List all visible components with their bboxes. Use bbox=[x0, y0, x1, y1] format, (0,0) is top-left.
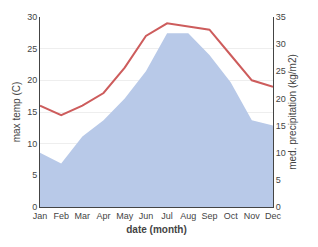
svg-text:Jun: Jun bbox=[139, 211, 154, 221]
svg-text:35: 35 bbox=[276, 12, 286, 22]
svg-text:15: 15 bbox=[27, 107, 37, 117]
svg-text:Mar: Mar bbox=[75, 211, 91, 221]
svg-text:May: May bbox=[116, 211, 134, 221]
svg-text:20: 20 bbox=[27, 75, 37, 85]
svg-text:max temp (C): max temp (C) bbox=[11, 82, 22, 143]
svg-text:Dec: Dec bbox=[265, 211, 282, 221]
svg-text:25: 25 bbox=[276, 66, 286, 76]
svg-text:10: 10 bbox=[27, 139, 37, 149]
svg-text:30: 30 bbox=[276, 39, 286, 49]
svg-text:25: 25 bbox=[27, 44, 37, 54]
svg-text:5: 5 bbox=[276, 175, 281, 185]
svg-text:5: 5 bbox=[32, 170, 37, 180]
svg-text:med. precipitation (kg/m2): med. precipitation (kg/m2) bbox=[287, 54, 298, 170]
svg-text:0: 0 bbox=[276, 202, 281, 212]
svg-text:Oct: Oct bbox=[224, 211, 239, 221]
svg-text:Aug: Aug bbox=[180, 211, 196, 221]
svg-text:Jan: Jan bbox=[33, 211, 48, 221]
svg-text:30: 30 bbox=[27, 12, 37, 22]
svg-text:Apr: Apr bbox=[97, 211, 111, 221]
svg-text:20: 20 bbox=[276, 94, 286, 104]
svg-text:date (month): date (month) bbox=[126, 224, 187, 235]
svg-text:Nov: Nov bbox=[244, 211, 261, 221]
svg-text:Sep: Sep bbox=[201, 211, 217, 221]
svg-text:Jul: Jul bbox=[161, 211, 173, 221]
svg-text:15: 15 bbox=[276, 121, 286, 131]
svg-text:10: 10 bbox=[276, 148, 286, 158]
svg-text:Feb: Feb bbox=[53, 211, 69, 221]
svg-text:0: 0 bbox=[32, 202, 37, 212]
